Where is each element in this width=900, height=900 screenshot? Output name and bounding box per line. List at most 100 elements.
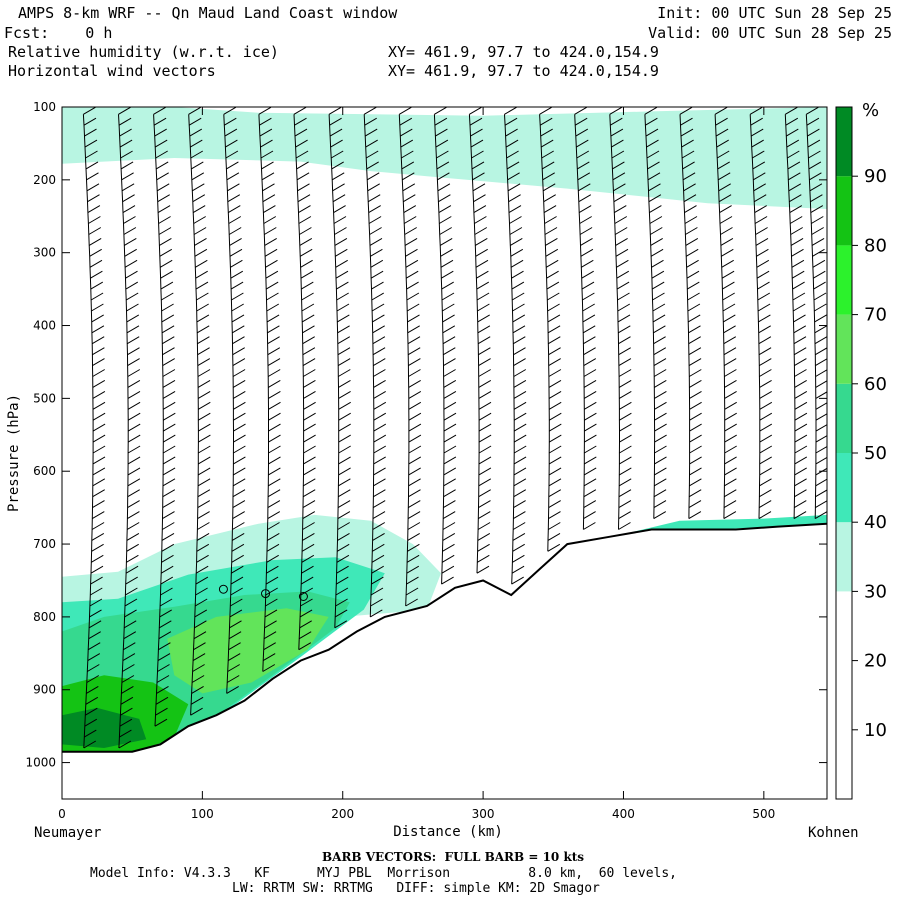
barb-flag (335, 598, 348, 607)
barb-flag (302, 500, 316, 509)
barb-flag (162, 489, 176, 498)
barb-flag (338, 445, 351, 454)
barb-flag (303, 412, 316, 421)
barb-flag (810, 205, 824, 214)
barb-flag (750, 128, 764, 137)
barb-flag (512, 325, 526, 334)
barb-flag (651, 281, 665, 290)
barb-flag (687, 314, 701, 323)
barb-flag (127, 467, 141, 476)
barb-flag (92, 500, 105, 509)
barb-flag (266, 292, 279, 301)
barb-flag (233, 412, 246, 421)
barb-flag (545, 237, 558, 246)
barb-flag (232, 325, 245, 334)
barb-flag (653, 358, 667, 367)
barb-staff (258, 114, 269, 672)
barb-flag (337, 358, 351, 367)
barb-flag (89, 598, 103, 607)
barb-flag (198, 434, 211, 443)
barb-flag (513, 336, 526, 345)
barb-flag (583, 358, 597, 367)
barb-flag (815, 445, 827, 454)
barb-flag (123, 642, 136, 651)
barb-flag (719, 216, 733, 224)
barb-flag (372, 522, 386, 530)
barb-flag (337, 532, 350, 541)
barb-flag (119, 718, 133, 727)
barb-flag (260, 139, 273, 148)
barb-flag (194, 609, 208, 618)
barb-flag (582, 325, 596, 334)
barb-flag (547, 292, 560, 301)
barb-flag (404, 237, 418, 246)
plot-frame (61, 106, 828, 800)
barb-flag (758, 314, 771, 323)
barb-flag (120, 161, 134, 170)
barb-flag (724, 434, 737, 443)
barb-flag (373, 434, 387, 443)
barb-flag (754, 216, 768, 224)
barb-flag (159, 259, 173, 268)
barb-flag (363, 107, 377, 115)
barb-flag (155, 161, 169, 170)
barb-flag (653, 489, 667, 498)
barb-flag (408, 369, 421, 377)
forecast-hour: Fcst: 0 h (4, 24, 113, 42)
barb-flag (195, 565, 209, 574)
barb-flag (127, 412, 141, 421)
barb-flag (266, 554, 279, 563)
barb-flag (441, 281, 454, 290)
x-tick-label: 400 (612, 807, 635, 821)
barb-flag (508, 205, 522, 214)
barb-flag (90, 587, 103, 596)
barb-flag (474, 227, 488, 235)
barb-column (433, 107, 457, 585)
barb-flag (372, 347, 386, 356)
barb-column (258, 107, 281, 672)
barb-flag (86, 685, 99, 694)
barb-flag (584, 401, 597, 410)
barb-flag (127, 401, 141, 410)
barb-flag (512, 543, 525, 552)
barb-flag (127, 379, 141, 388)
barb-flag (577, 161, 590, 170)
barb-flag (372, 314, 385, 323)
barb-flag (614, 216, 628, 224)
barb-flag (408, 379, 421, 388)
barb-flag (442, 325, 456, 334)
barb-flag (368, 216, 382, 224)
barb-flag (759, 467, 772, 476)
barb-flag (402, 183, 416, 192)
barb-flag (198, 401, 211, 410)
barb-flag (721, 259, 734, 268)
barb-flag (372, 500, 386, 509)
barb-flag (408, 478, 421, 487)
barb-flag (192, 183, 205, 192)
barb-flag (508, 194, 521, 203)
barb-flag (223, 107, 237, 115)
barb-flag (651, 270, 665, 279)
barb-flag (303, 401, 316, 410)
barb-flag (373, 401, 387, 410)
barb-flag (646, 139, 659, 148)
barb-flag (652, 292, 665, 301)
barb-flag (197, 467, 211, 476)
barb-flag (688, 358, 702, 367)
barb-flag (759, 456, 772, 465)
barb-flag (758, 325, 771, 334)
barb-flag (125, 281, 139, 290)
barb-flag (90, 292, 104, 301)
barb-flag (373, 358, 386, 367)
barb-flag (299, 609, 313, 618)
barb-flag (794, 423, 808, 432)
barb-flag (153, 107, 166, 115)
barb-flag (335, 587, 349, 596)
barb-flag (652, 303, 666, 312)
barb-flag (121, 675, 135, 683)
barb-flag (686, 270, 700, 279)
x-tick-label: 500 (752, 807, 775, 821)
barb-flag (118, 107, 131, 115)
barb-flag (338, 467, 351, 476)
barb-flag (645, 128, 659, 137)
